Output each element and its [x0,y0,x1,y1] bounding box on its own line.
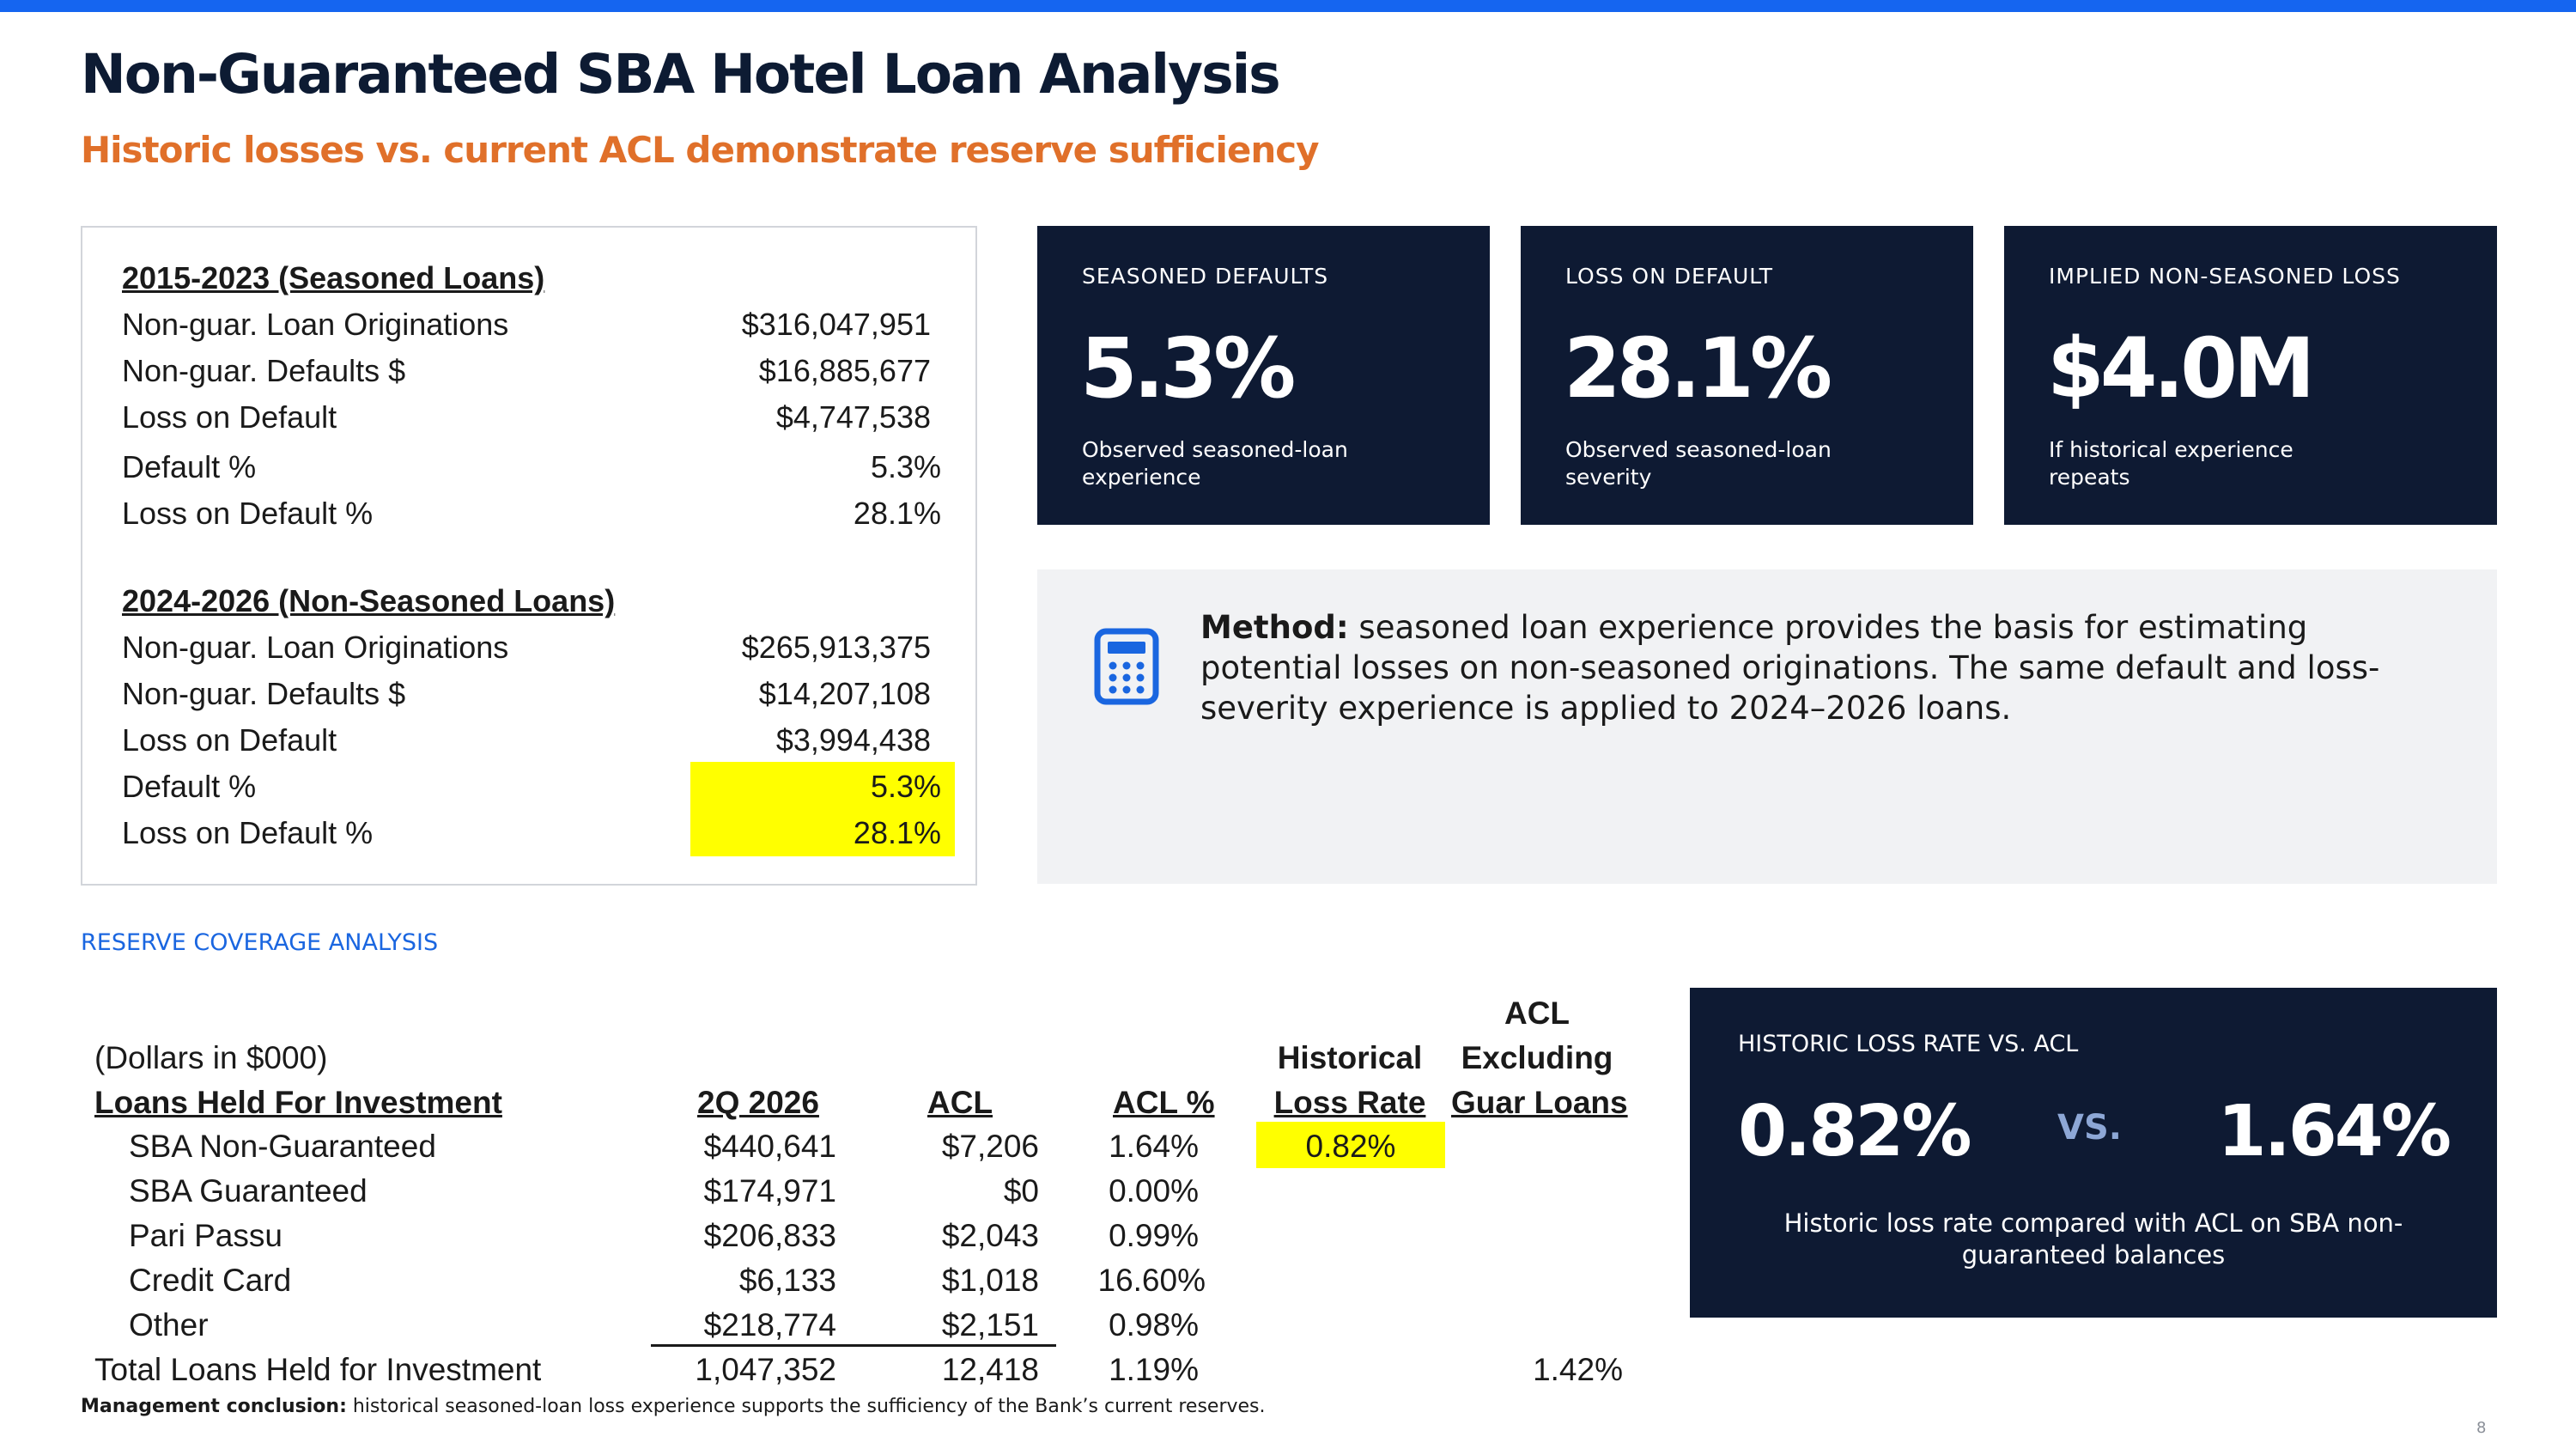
row-acl-pct: 0.98% [1109,1307,1199,1342]
seasoned-row-value: 28.1% [853,496,941,531]
row-balance: $440,641 [703,1129,836,1164]
row-name: SBA Non-Guaranteed [129,1129,436,1164]
seasoned-row-value: $316,047,951 [741,307,931,342]
total-acl-pct: 1.19% [1109,1352,1199,1387]
row-acl: $7,206 [941,1129,1039,1164]
non-seasoned-row-label: Default % [122,769,257,804]
acl-rate-value: 1.64% [2217,1091,2451,1172]
conclusion-lead: Management conclusion: [81,1396,347,1417]
row-name: Pari Passu [129,1218,283,1253]
highlight-non-seasoned-rates [690,762,955,856]
seasoned-row-label: Non-guar. Loan Originations [122,307,509,342]
non-seasoned-row-value: $14,207,108 [758,676,931,711]
non-seasoned-row-label: Non-guar. Defaults $ [122,676,406,711]
total-name: Total Loans Held for Investment [94,1352,542,1387]
seasoned-heading: 2015-2023 (Seasoned Loans) [122,260,545,295]
row-acl: $2,151 [941,1307,1039,1342]
kpi-description: Observed seasoned-loan experience [1082,437,1348,490]
seasoned-row-value: $16,885,677 [758,353,931,388]
non-seasoned-row-value: 28.1% [853,815,941,850]
total-balance: 1,047,352 [695,1352,836,1387]
vs-label: VS. [2057,1108,2122,1148]
total-acl-excluding-guar: 1.42% [1533,1352,1623,1387]
subtotal-rule [651,1344,1056,1347]
loss-rate-vs-acl-card: HISTORIC LOSS RATE VS. ACL 0.82% VS. 1.6… [1690,988,2497,1318]
kpi-description: If historical experience repeats [2049,437,2293,490]
section-label-reserve: RESERVE COVERAGE ANALYSIS [81,929,439,956]
loan-experience-table: 2015-2023 (Seasoned Loans) Non-guar. Loa… [81,226,977,886]
header-acl-pct: ACL % [1113,1085,1215,1120]
row-acl-pct: 0.00% [1109,1173,1199,1209]
kpi-label: SEASONED DEFAULTS [1082,264,1329,289]
seasoned-row-label: Default % [122,449,257,484]
management-conclusion: Management conclusion: historical season… [81,1396,1266,1417]
header-period: 2Q 2026 [697,1085,819,1120]
compare-description: Historic loss rate compared with ACL on … [1783,1209,2403,1269]
row-balance: $6,133 [738,1263,836,1298]
kpi-value: $4.0M [2047,320,2315,417]
kpi-label: LOSS ON DEFAULT [1565,264,1774,289]
method-callout: Method: seasoned loan experience provide… [1037,569,2497,884]
non-seasoned-row-label: Non-guar. Loan Originations [122,630,509,665]
header-acl-excl-3: Guar Loans [1451,1085,1628,1120]
row-balance: $218,774 [703,1307,836,1342]
row-acl-pct: 1.64% [1109,1129,1199,1164]
header-acl: ACL [927,1085,993,1120]
highlight-historical-loss-rate [1256,1122,1445,1168]
total-acl: 12,418 [941,1352,1039,1387]
non-seasoned-row-value: 5.3% [870,769,941,804]
row-acl-pct: 16.60% [1097,1263,1206,1298]
non-seasoned-row-label: Loss on Default % [122,815,374,850]
header-acl-excl-2: Excluding [1461,1040,1613,1075]
compare-label: HISTORIC LOSS RATE VS. ACL [1738,1031,2079,1057]
row-historical-loss-rate: 0.82% [1305,1129,1396,1164]
non-seasoned-row-label: Loss on Default [122,722,337,758]
conclusion-text: historical seasoned-loan loss experience… [346,1396,1266,1417]
header-category: Loans Held For Investment [94,1085,502,1120]
method-lead: Method: [1200,609,1349,646]
page-subtitle: Historic losses vs. current ACL demonstr… [81,129,1319,171]
seasoned-row-label: Loss on Default [122,399,337,435]
row-acl: $0 [1003,1173,1039,1209]
row-name: Other [129,1307,209,1342]
non-seasoned-row-value: $265,913,375 [741,630,931,665]
page-title: Non-Guaranteed SBA Hotel Loan Analysis [81,43,1281,106]
row-name: Credit Card [129,1263,292,1298]
row-name: SBA Guaranteed [129,1173,368,1209]
non-seasoned-row-value: $3,994,438 [775,722,931,758]
calculator-icon [1094,628,1159,705]
row-balance: $174,971 [703,1173,836,1209]
header-loss-rate: Loss Rate [1273,1085,1426,1120]
units-note: (Dollars in $000) [94,1040,328,1075]
kpi-card-seasoned-defaults: SEASONED DEFAULTS 5.3% Observed seasoned… [1037,226,1490,525]
top-accent-bar [0,0,2576,12]
kpi-value: 5.3% [1080,320,1296,417]
seasoned-row-value: $4,747,538 [775,399,931,435]
seasoned-row-value: 5.3% [870,449,941,484]
kpi-card-implied-loss: IMPLIED NON-SEASONED LOSS $4.0M If histo… [2004,226,2497,525]
row-acl: $1,018 [941,1263,1039,1298]
kpi-description: Observed seasoned-loan severity [1565,437,1832,490]
row-acl: $2,043 [941,1218,1039,1253]
seasoned-row-label: Loss on Default % [122,496,374,531]
header-historical: Historical [1277,1040,1423,1075]
non-seasoned-heading: 2024-2026 (Non-Seasoned Loans) [122,583,616,618]
page-number: 8 [2476,1419,2487,1437]
method-text: Method: seasoned loan experience provide… [1200,607,2445,728]
header-acl-excl-1: ACL [1504,995,1571,1031]
kpi-card-loss-on-default: LOSS ON DEFAULT 28.1% Observed seasoned-… [1521,226,1973,525]
row-balance: $206,833 [703,1218,836,1253]
historic-loss-rate-value: 0.82% [1738,1091,1971,1172]
seasoned-row-label: Non-guar. Defaults $ [122,353,406,388]
kpi-label: IMPLIED NON-SEASONED LOSS [2049,264,2401,289]
kpi-value: 28.1% [1564,320,1832,417]
method-body: seasoned loan experience provides the ba… [1200,609,2380,727]
row-acl-pct: 0.99% [1109,1218,1199,1253]
